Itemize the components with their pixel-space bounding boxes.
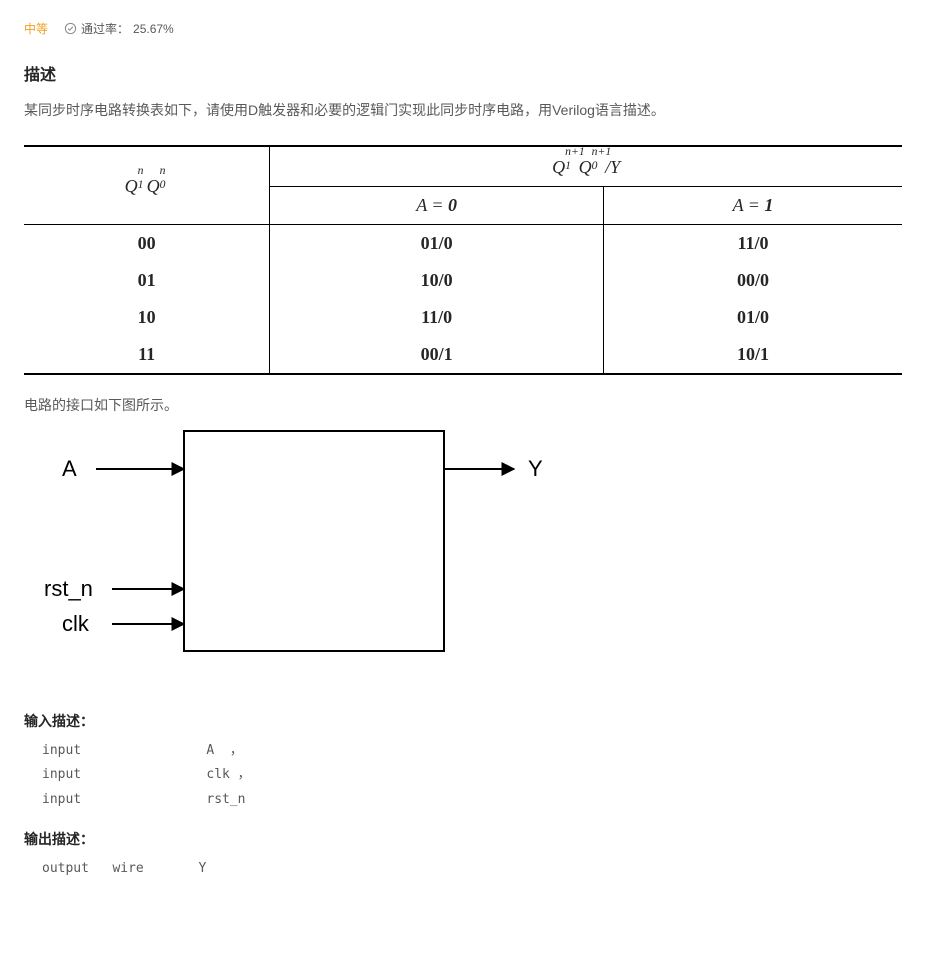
check-circle-icon bbox=[64, 22, 77, 35]
meta-row: 中等 通过率： 25.67% bbox=[24, 20, 902, 37]
cell-a0: 00/1 bbox=[270, 336, 604, 374]
pass-rate-value: 25.67% bbox=[133, 22, 174, 36]
cell-a1: 11/0 bbox=[603, 224, 902, 262]
state-table-body: 00 01/0 11/0 01 10/0 00/0 10 11/0 01/0 1… bbox=[24, 224, 902, 374]
table-row: 11 00/1 10/1 bbox=[24, 336, 902, 374]
cell-a1: 10/1 bbox=[603, 336, 902, 374]
table-header-a0: A = 0 bbox=[270, 186, 604, 224]
output-code: output wire Y bbox=[24, 857, 902, 882]
table-row: 10 11/0 01/0 bbox=[24, 299, 902, 336]
output-desc-title: 输出描述： bbox=[24, 829, 902, 849]
circuit-svg: A rst_n clk Y bbox=[34, 421, 554, 666]
cell-state: 01 bbox=[24, 262, 270, 299]
cell-state: 00 bbox=[24, 224, 270, 262]
problem-description: 某同步时序电路转换表如下，请使用D触发器和必要的逻辑门实现此同步时序电路，用Ve… bbox=[24, 99, 902, 123]
cell-state: 10 bbox=[24, 299, 270, 336]
cell-a0: 01/0 bbox=[270, 224, 604, 262]
module-box bbox=[184, 431, 444, 651]
table-header-next-state: Qn+11 Qn+10 /Y bbox=[270, 146, 902, 187]
circuit-block-diagram: A rst_n clk Y bbox=[34, 421, 902, 671]
port-label-rstn: rst_n bbox=[44, 576, 93, 601]
table-row: 01 10/0 00/0 bbox=[24, 262, 902, 299]
cell-a1: 00/0 bbox=[603, 262, 902, 299]
port-label-a: A bbox=[62, 456, 77, 481]
input-code: input A ， input clk ， input rst_n bbox=[24, 739, 902, 813]
input-description-section: 输入描述： input A ， input clk ， input rst_n bbox=[24, 711, 902, 813]
table-header-a1: A = 1 bbox=[603, 186, 902, 224]
state-transition-table: Qn1Qn0 Qn+11 Qn+10 /Y A = 0 A = 1 00 01/… bbox=[24, 145, 902, 375]
cell-a0: 11/0 bbox=[270, 299, 604, 336]
table-row: 00 01/0 11/0 bbox=[24, 224, 902, 262]
port-label-clk: clk bbox=[62, 611, 90, 636]
cell-a0: 10/0 bbox=[270, 262, 604, 299]
input-desc-title: 输入描述： bbox=[24, 711, 902, 731]
difficulty-badge: 中等 bbox=[24, 20, 48, 37]
table-header-current-state: Qn1Qn0 bbox=[24, 146, 270, 225]
output-description-section: 输出描述： output wire Y bbox=[24, 829, 902, 882]
cell-a1: 01/0 bbox=[603, 299, 902, 336]
section-title-description: 描述 bbox=[24, 61, 902, 85]
cell-state: 11 bbox=[24, 336, 270, 374]
pass-rate: 通过率： 25.67% bbox=[64, 20, 174, 37]
port-label-y: Y bbox=[528, 456, 543, 481]
pass-rate-label: 通过率： bbox=[81, 20, 129, 37]
diagram-caption: 电路的接口如下图所示。 bbox=[24, 395, 902, 415]
